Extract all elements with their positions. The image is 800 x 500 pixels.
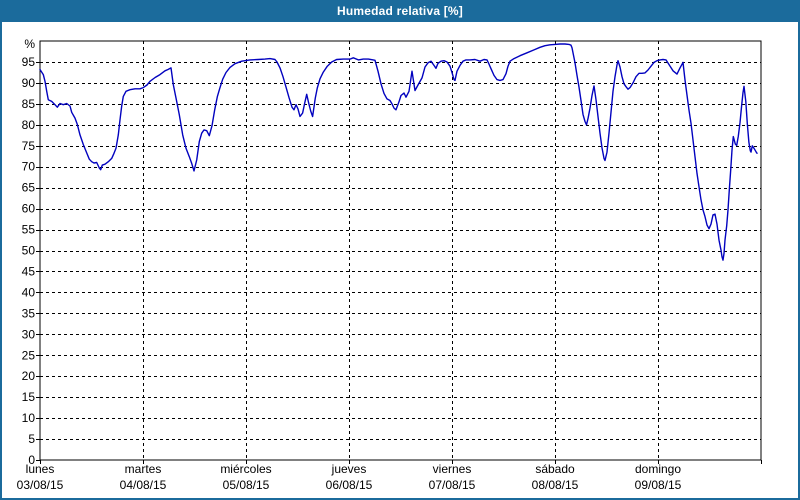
humidity-line bbox=[39, 43, 758, 261]
x-date-label: 09/08/15 bbox=[635, 478, 682, 492]
y-tick-label: 70 bbox=[22, 160, 36, 174]
x-date-label: 04/08/15 bbox=[120, 478, 167, 492]
y-tick-label: 30 bbox=[22, 327, 36, 341]
y-tick-label: 75 bbox=[22, 139, 36, 153]
x-day-label: lunes bbox=[26, 462, 55, 476]
x-day-label: martes bbox=[125, 462, 162, 476]
chart-title: Humedad relativa [%] bbox=[336, 4, 464, 18]
y-tick-label: 25 bbox=[22, 348, 36, 362]
y-tick-label: 15 bbox=[22, 390, 36, 404]
x-day-label: miércoles bbox=[220, 462, 271, 476]
y-tick-label: 55 bbox=[22, 223, 36, 237]
y-tick-label: 80 bbox=[22, 118, 36, 132]
x-date-label: 07/08/15 bbox=[429, 478, 476, 492]
x-date-label: 03/08/15 bbox=[17, 478, 64, 492]
y-tick-label: 20 bbox=[22, 369, 36, 383]
y-tick-label: 10 bbox=[22, 411, 36, 425]
x-day-label: sábado bbox=[535, 462, 575, 476]
y-tick-label: 85 bbox=[22, 97, 36, 111]
x-day-label: viernes bbox=[433, 462, 472, 476]
y-tick-label: 60 bbox=[22, 202, 36, 216]
x-date-label: 06/08/15 bbox=[326, 478, 373, 492]
y-tick-label: 0 bbox=[28, 453, 35, 467]
x-day-label: domingo bbox=[635, 462, 681, 476]
y-tick-label: 5 bbox=[28, 432, 35, 446]
x-date-label: 08/08/15 bbox=[532, 478, 579, 492]
y-tick-label: 40 bbox=[22, 285, 36, 299]
y-tick-label: 65 bbox=[22, 181, 36, 195]
y-tick-label: 95 bbox=[22, 55, 36, 69]
y-tick-label: 45 bbox=[22, 264, 36, 278]
x-day-label: jueves bbox=[331, 462, 367, 476]
title-bar: Humedad relativa [%] bbox=[0, 0, 800, 22]
y-axis-unit-label: % bbox=[24, 37, 35, 51]
y-tick-label: 50 bbox=[22, 244, 36, 258]
y-tick-label: 35 bbox=[22, 306, 36, 320]
y-tick-label: 90 bbox=[22, 76, 36, 90]
plot-box bbox=[39, 40, 762, 461]
x-date-label: 05/08/15 bbox=[223, 478, 270, 492]
